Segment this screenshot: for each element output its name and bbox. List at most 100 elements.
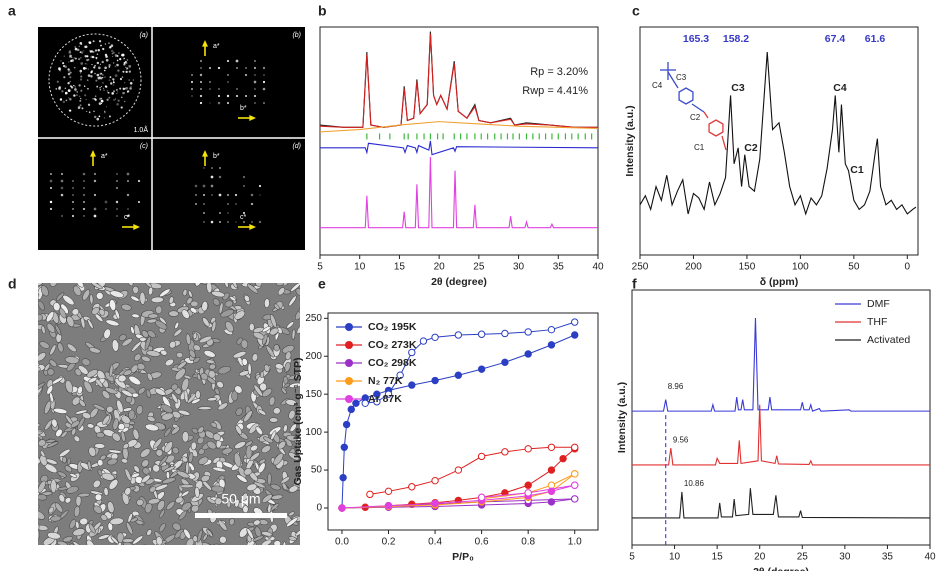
crystal	[135, 519, 144, 525]
crystal	[47, 368, 55, 376]
axis-label: a*	[213, 43, 220, 50]
diffraction-spot	[72, 194, 74, 196]
diffraction-spot	[70, 86, 74, 89]
diffraction-spot	[60, 193, 64, 197]
crystal	[71, 308, 80, 316]
diffraction-spot	[242, 175, 246, 179]
spot-group	[55, 39, 135, 121]
crystal	[246, 283, 259, 294]
diffraction-spot	[64, 65, 67, 69]
diffraction-spot	[74, 88, 77, 91]
crystal	[130, 517, 138, 523]
crystal	[284, 361, 291, 372]
shift-label: 61.6	[865, 33, 886, 45]
crystal	[255, 283, 263, 287]
diffraction-spot	[219, 167, 221, 169]
diffraction-spot	[78, 45, 81, 47]
crystal	[81, 358, 91, 366]
crystal	[148, 286, 154, 296]
crystal	[58, 494, 66, 503]
crystal	[194, 283, 203, 287]
crystal	[199, 335, 212, 344]
crystal	[123, 541, 134, 545]
x-axis-title: 2θ (degree)	[431, 276, 487, 288]
crystal	[53, 302, 61, 312]
diffraction-spot	[102, 74, 104, 76]
diffraction-spot	[68, 97, 70, 99]
crystal	[97, 459, 104, 467]
crystal	[196, 529, 203, 543]
crystal	[78, 399, 86, 407]
diffraction-spot	[122, 91, 125, 95]
diffraction-spot	[118, 52, 120, 54]
resolution-label: 1.0Å	[134, 125, 149, 134]
crystal	[145, 389, 151, 398]
crystal	[288, 452, 300, 461]
diffraction-spot	[71, 56, 73, 58]
crystal	[172, 522, 182, 531]
crystal	[202, 317, 210, 327]
data-point	[431, 476, 439, 485]
crystal	[291, 328, 296, 340]
diffraction-spot	[115, 186, 119, 190]
x-tick-label: 20	[754, 552, 766, 563]
diffraction-spot	[65, 99, 68, 102]
crystal	[212, 466, 227, 472]
diffraction-spot	[79, 41, 83, 45]
diffraction-spot	[253, 80, 257, 84]
diffraction-spot	[73, 84, 75, 87]
diffraction-spot	[104, 85, 107, 88]
data-point	[477, 452, 486, 461]
crystal	[168, 296, 174, 304]
x-tick-label: 30	[513, 262, 525, 273]
crystal	[112, 418, 119, 431]
crystal	[71, 428, 77, 436]
diffraction-spot	[254, 88, 256, 90]
y-tick-label: 100	[305, 427, 322, 438]
diffraction-spot	[74, 46, 77, 48]
diffraction-spot	[217, 94, 221, 98]
crystal	[101, 472, 115, 481]
diffraction-spot	[108, 79, 111, 81]
diffraction-spot	[103, 76, 105, 78]
crystal	[109, 364, 114, 377]
diffraction-spot	[73, 94, 76, 97]
crystal	[153, 438, 163, 449]
diffraction-spot	[60, 186, 64, 190]
diffraction-spot	[90, 75, 93, 78]
crystal	[295, 288, 300, 296]
structure-label: C3	[676, 73, 687, 82]
diffraction-spot	[191, 74, 193, 76]
axis-label: c*	[240, 214, 247, 221]
diffraction-spot	[254, 102, 256, 104]
diffraction-spot	[102, 82, 104, 84]
crystal	[221, 447, 233, 455]
crystal	[117, 423, 125, 431]
diffraction-spot	[116, 91, 119, 93]
diffraction-spot	[104, 200, 108, 204]
diffraction-spot	[112, 90, 116, 93]
crystal	[188, 451, 194, 464]
diffraction-spot	[108, 64, 111, 67]
diffraction-spot	[226, 193, 230, 197]
diffraction-spot	[92, 55, 95, 59]
x-tick-label: 40	[592, 262, 604, 273]
diffraction-spot	[234, 193, 238, 197]
crystal	[159, 509, 166, 519]
crystal	[206, 359, 215, 364]
crystal	[185, 333, 191, 345]
crystal	[121, 389, 133, 397]
crystal	[132, 428, 140, 440]
crystal	[108, 449, 123, 454]
crystal	[107, 458, 118, 466]
crystal	[75, 521, 80, 529]
crystal	[93, 505, 103, 514]
x-tick-label: 30	[839, 552, 851, 563]
crystal	[50, 515, 62, 522]
crystal	[55, 428, 63, 437]
crystal	[181, 378, 190, 392]
diffraction-spot	[93, 110, 95, 113]
crystal	[120, 430, 126, 443]
crystal	[190, 300, 199, 307]
crystal	[231, 390, 239, 402]
